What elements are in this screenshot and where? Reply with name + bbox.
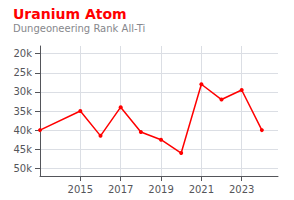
svg-text:2021: 2021 [189, 184, 214, 195]
svg-text:25k: 25k [13, 67, 32, 78]
svg-text:35k: 35k [13, 106, 32, 117]
svg-text:2015: 2015 [68, 184, 93, 195]
svg-text:2017: 2017 [108, 184, 133, 195]
svg-text:30k: 30k [13, 86, 32, 97]
svg-text:2023: 2023 [229, 184, 254, 195]
svg-text:40k: 40k [13, 125, 32, 136]
svg-text:20k: 20k [13, 48, 32, 59]
svg-text:50k: 50k [13, 163, 32, 174]
svg-text:Uranium Atom: Uranium Atom [13, 6, 127, 22]
svg-text:Dungeoneering Rank All-Ti: Dungeoneering Rank All-Ti [13, 23, 145, 34]
svg-text:2019: 2019 [148, 184, 173, 195]
svg-text:45k: 45k [13, 144, 32, 155]
